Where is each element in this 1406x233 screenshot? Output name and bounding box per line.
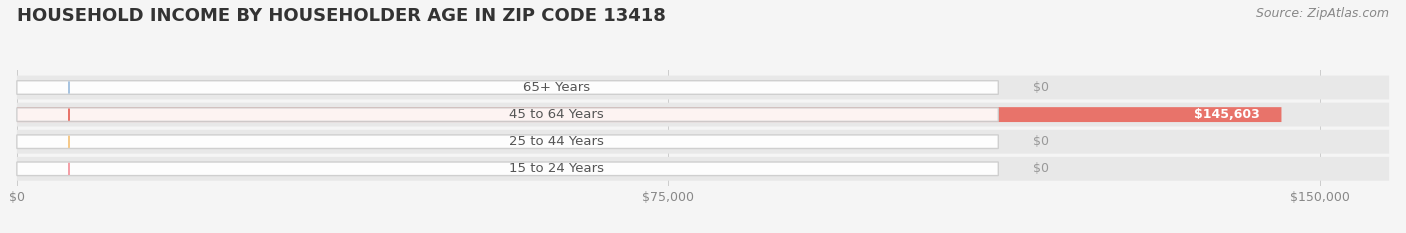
Text: $145,603: $145,603	[1194, 108, 1260, 121]
Text: 45 to 64 Years: 45 to 64 Years	[509, 108, 605, 121]
Text: $0: $0	[1033, 135, 1049, 148]
FancyBboxPatch shape	[17, 75, 1389, 99]
Text: 65+ Years: 65+ Years	[523, 81, 591, 94]
Text: $0: $0	[1033, 162, 1049, 175]
Text: 25 to 44 Years: 25 to 44 Years	[509, 135, 605, 148]
FancyBboxPatch shape	[17, 107, 1281, 122]
Text: Source: ZipAtlas.com: Source: ZipAtlas.com	[1256, 7, 1389, 20]
Text: $0: $0	[1033, 81, 1049, 94]
Text: HOUSEHOLD INCOME BY HOUSEHOLDER AGE IN ZIP CODE 13418: HOUSEHOLD INCOME BY HOUSEHOLDER AGE IN Z…	[17, 7, 666, 25]
FancyBboxPatch shape	[17, 130, 1389, 154]
Text: 15 to 24 Years: 15 to 24 Years	[509, 162, 605, 175]
FancyBboxPatch shape	[17, 81, 998, 94]
FancyBboxPatch shape	[17, 103, 1389, 127]
FancyBboxPatch shape	[17, 162, 998, 175]
FancyBboxPatch shape	[17, 157, 1389, 181]
FancyBboxPatch shape	[17, 108, 998, 121]
FancyBboxPatch shape	[17, 135, 998, 148]
